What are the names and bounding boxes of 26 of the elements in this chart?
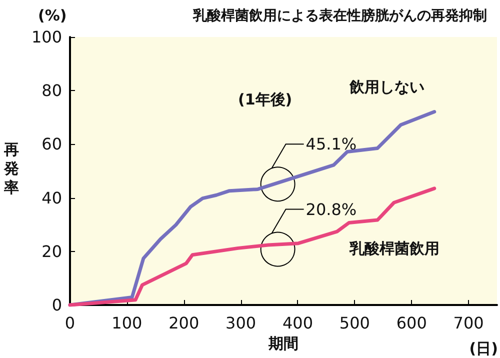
annotation: (1年後): [238, 90, 292, 108]
annotation: 20.8%: [306, 200, 357, 219]
y-axis-title: 再発率: [3, 140, 19, 196]
y-tick-label: 100: [31, 28, 62, 46]
x-tick-label: 600: [396, 314, 427, 332]
x-tick-label: 400: [282, 314, 314, 332]
y-tick-label: 80: [42, 81, 62, 100]
series-label: 飲用しない: [348, 78, 424, 96]
x-tick-label: 100: [112, 314, 142, 332]
line-series: [68, 186, 436, 307]
annotation: 45.1%: [306, 134, 357, 154]
y-tick-label: 60: [42, 134, 62, 154]
x-tick-label: 300: [226, 314, 256, 332]
x-tick-label: 700: [453, 314, 484, 332]
text: (日): [469, 340, 498, 358]
y-tick-label: 20: [42, 242, 62, 261]
y-tick-label: 40: [42, 188, 62, 208]
text: (%): [38, 6, 67, 24]
series-label: 乳酸桿菌飲用: [348, 239, 440, 258]
line-series: [68, 110, 436, 307]
x-tick-label: 0: [64, 314, 76, 332]
x-tick-label: 200: [168, 314, 200, 332]
x-axis-title: 期間: [268, 334, 298, 352]
chart-title: 乳酸桿菌飲用による表在性膀胱がんの再発抑制: [192, 7, 487, 24]
x-tick-label: 500: [339, 314, 370, 332]
y-tick-label: 0: [52, 296, 62, 314]
